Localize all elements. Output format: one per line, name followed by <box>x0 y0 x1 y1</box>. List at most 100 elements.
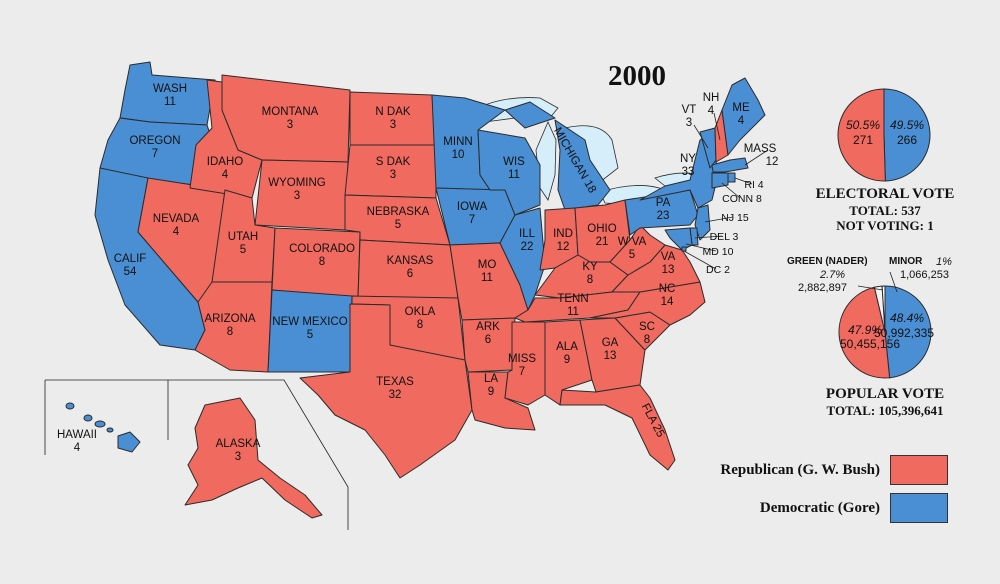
state-ev-UT: 5 <box>240 244 246 256</box>
state-ev-AL: 9 <box>564 354 570 366</box>
state-ev-IL: 22 <box>521 241 534 253</box>
state-ev-TX: 32 <box>389 389 402 401</box>
green-label: GREEN (NADER) <box>787 256 868 267</box>
state-HI <box>65 402 141 453</box>
state-ev-NM: 5 <box>307 329 313 341</box>
state-name-OK: OKLA <box>405 306 436 318</box>
state-name-MN: MINN <box>443 136 472 148</box>
state-ev-NY: 33 <box>682 166 695 178</box>
state-name-MA: MASS <box>744 143 777 155</box>
state-ev-ID: 4 <box>222 169 229 181</box>
electoral-pie-republican-count: 271 <box>853 133 873 147</box>
state-name-AL: ALA <box>556 341 578 353</box>
state-ev-IA: 7 <box>469 214 475 226</box>
state-name-WY: WYOMING <box>268 177 326 189</box>
state-name-WI: WIS <box>503 156 525 168</box>
state-name-TN: TENN <box>557 293 588 305</box>
electoral-vote-pie: 50.5%271 49.5%266 <box>837 88 931 182</box>
state-ev-NE: 5 <box>395 219 401 231</box>
minor-pct: 1% <box>936 256 952 268</box>
state-IL <box>499 207 546 311</box>
state-ev-TN: 11 <box>567 306 579 318</box>
legend-democratic: Democratic (Gore) <box>690 493 948 523</box>
minor-count: 1,066,253 <box>900 269 949 281</box>
state-ev-VA: 13 <box>662 264 675 276</box>
state-MA <box>711 157 749 173</box>
state-name-OH: OHIO <box>587 223 616 235</box>
state-name-SD: S DAK <box>376 156 411 168</box>
state-name-AZ: ARIZONA <box>204 313 255 325</box>
state-ev-AZ: 8 <box>227 326 233 338</box>
state-ev-KY: 8 <box>587 274 593 286</box>
state-name-AK: ALASKA <box>216 438 261 450</box>
electoral-pie-democratic-pct: 49.5% <box>890 118 924 132</box>
legend-democratic-label: Democratic (Gore) <box>759 499 880 516</box>
state-name-ID: IDAHO <box>207 156 243 168</box>
state-MD <box>664 227 693 251</box>
state-name-NC: NC <box>659 283 676 295</box>
state-name-VA: VA <box>661 251 676 263</box>
map-title: 2000 <box>608 60 666 92</box>
green-leader <box>857 285 884 291</box>
state-name-OR: OREGON <box>129 135 180 147</box>
state-ev-MS: 7 <box>519 366 525 378</box>
inset-frame <box>44 379 349 530</box>
state-MI <box>504 101 611 211</box>
state-ev-IN: 12 <box>557 241 570 253</box>
state-name-VT: VT <box>682 104 697 116</box>
state-label-MD: MD 10 <box>703 246 734 258</box>
state-name-NM: NEW MEXICO <box>272 316 347 328</box>
state-NJ <box>694 204 711 241</box>
state-name-MS: MISS <box>508 353 536 365</box>
state-name-CA: CALIF <box>114 253 147 265</box>
popular-pie-minor-slice <box>881 285 886 333</box>
state-ev-ND: 3 <box>390 119 396 131</box>
electoral-pie-republican-pct: 50.5% <box>846 118 880 132</box>
state-name-KS: KANSAS <box>387 255 434 267</box>
state-ev-CA: 54 <box>124 266 137 278</box>
state-ev-MN: 10 <box>452 149 465 161</box>
minor-leader <box>889 271 898 293</box>
state-ME <box>721 77 766 156</box>
electoral-vote-not-voting: NOT VOTING: 1 <box>836 218 934 233</box>
state-name-NH: NH <box>703 92 720 104</box>
state-label-DE: DEL 3 <box>710 231 739 243</box>
green-pct: 2.7% <box>820 269 846 281</box>
state-name-PA: PA <box>656 197 671 209</box>
state-ev-ME: 4 <box>738 115 745 127</box>
popular-pie-democratic-slice <box>884 285 932 379</box>
state-ev-MT: 3 <box>287 119 293 131</box>
state-ev-OK: 8 <box>417 319 423 331</box>
state-TX <box>299 303 473 479</box>
state-name-ME: ME <box>732 102 750 114</box>
electoral-vote-title: ELECTORAL VOTE <box>815 186 955 202</box>
state-ev-WY: 3 <box>294 190 300 202</box>
state-name-TX: TEXAS <box>376 376 414 388</box>
state-ev-PA: 23 <box>657 210 670 222</box>
state-ev-AK: 3 <box>235 451 241 463</box>
state-name-MT: MONTANA <box>262 106 319 118</box>
popular-pie-republican-slice <box>838 286 891 379</box>
popular-pie-democratic-pct: 48.4% <box>890 311 924 325</box>
state-name-NE: NEBRASKA <box>367 206 430 218</box>
legend-republican-swatch <box>890 455 948 485</box>
state-name-IN: IND <box>553 228 573 240</box>
state-name-KY: KY <box>582 261 598 273</box>
state-name-IA: IOWA <box>457 201 488 213</box>
electoral-pie-republican-slice <box>837 88 886 182</box>
state-ev-WA: 11 <box>164 96 176 108</box>
state-name-MO: MO <box>478 259 497 271</box>
minor-label: MINOR <box>889 256 923 267</box>
legend-republican-label: Republican (G. W. Bush) <box>720 461 880 478</box>
state-WY <box>254 159 349 231</box>
popular-pie-republican-count: 50,455,156 <box>840 337 900 351</box>
green-count: 2,882,897 <box>798 282 847 294</box>
state-AR <box>461 317 516 373</box>
popular-vote-total: TOTAL: 105,396,641 <box>826 403 944 418</box>
state-ev-SD: 3 <box>390 169 396 181</box>
leader-lines <box>683 112 769 270</box>
legend-republican: Republican (G. W. Bush) <box>690 455 948 485</box>
state-name-NY: NY <box>680 153 696 165</box>
state-ev-MA: 12 <box>766 156 779 168</box>
